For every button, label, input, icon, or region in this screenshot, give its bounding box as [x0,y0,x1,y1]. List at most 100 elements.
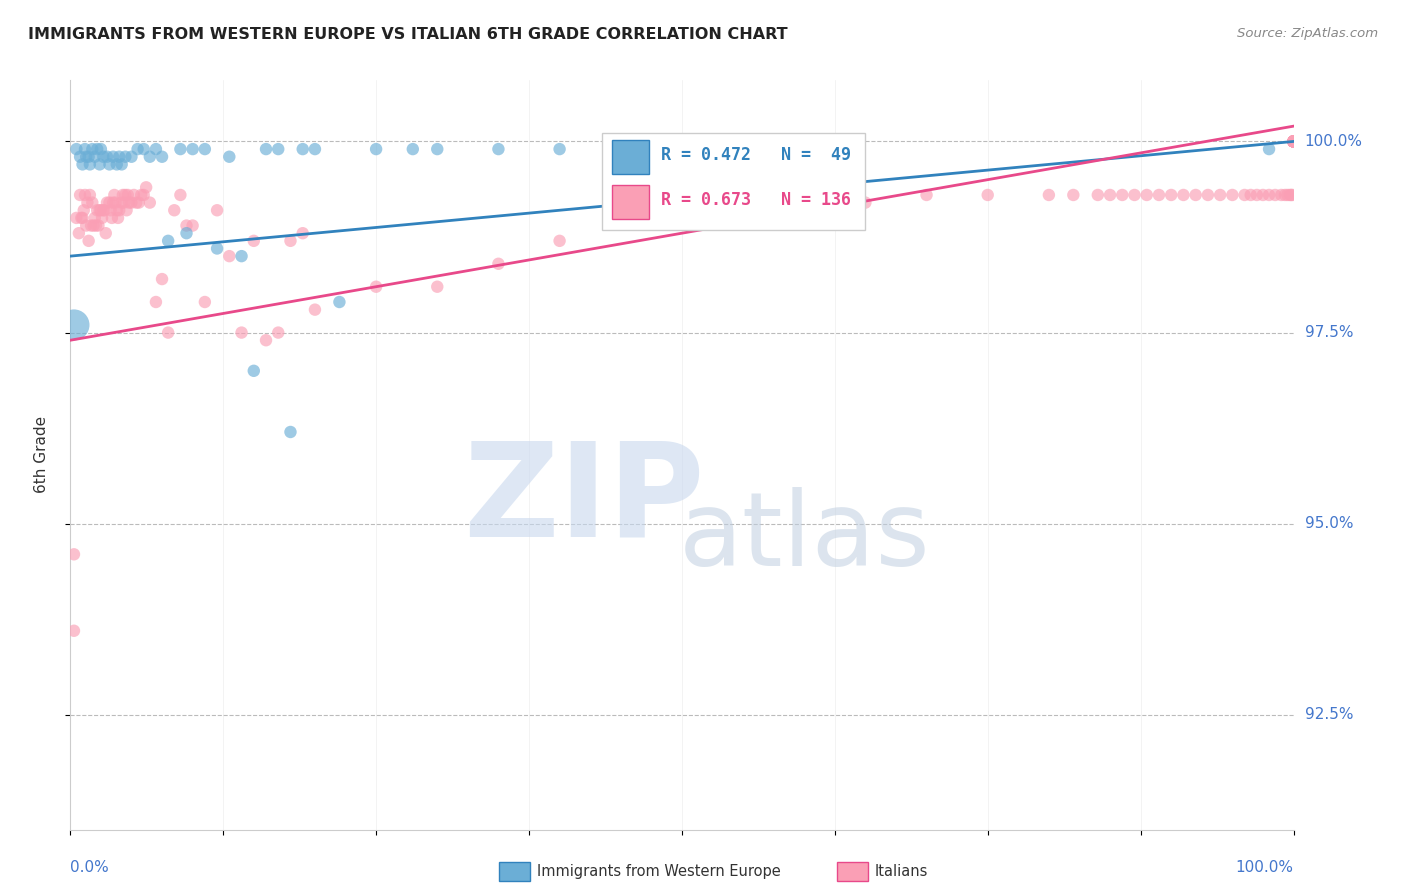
Point [103,188,125,202]
Point [70,211,93,225]
Text: 95.0%: 95.0% [1305,516,1353,532]
Point [304,142,326,156]
Point [125,195,148,210]
Point [1277,188,1299,202]
Point [548,234,571,248]
Point [1282,135,1305,149]
Point [150,150,173,164]
Point [488,142,510,156]
Point [176,226,198,240]
Point [176,219,198,233]
Point [90,142,112,156]
Point [122,188,145,202]
Text: R = 0.673   N = 136: R = 0.673 N = 136 [661,191,851,209]
Point [65,142,87,156]
Point [181,219,204,233]
Point [218,249,240,263]
Point [1282,135,1305,149]
Point [1282,135,1305,149]
Y-axis label: 6th Grade: 6th Grade [35,417,49,493]
Point [86,203,108,218]
Point [1173,188,1195,202]
Point [366,279,388,293]
Point [72,157,94,171]
Point [280,425,302,439]
Point [1282,135,1305,149]
Point [114,150,136,164]
Point [128,195,150,210]
Point [1282,135,1305,149]
Text: 0.0%: 0.0% [70,860,110,875]
Point [79,157,101,171]
Point [1282,135,1305,149]
Point [129,188,152,202]
Point [94,226,117,240]
Point [1184,188,1206,202]
Point [115,203,138,218]
Point [69,188,91,202]
Point [79,188,101,202]
Point [121,195,143,210]
Point [90,203,112,218]
Point [671,203,693,218]
Point [96,195,118,210]
Point [280,234,302,248]
Point [63,547,86,561]
Point [127,142,149,156]
FancyBboxPatch shape [602,133,866,230]
Point [111,188,134,202]
Point [139,195,162,210]
Point [1209,188,1232,202]
Point [1282,135,1305,149]
Point [73,142,96,156]
Point [135,180,157,194]
Point [132,142,155,156]
Text: 100.0%: 100.0% [1236,860,1294,875]
Text: IMMIGRANTS FROM WESTERN EUROPE VS ITALIAN 6TH GRADE CORRELATION CHART: IMMIGRANTS FROM WESTERN EUROPE VS ITALIA… [28,27,787,42]
Point [82,142,104,156]
Point [1111,188,1133,202]
Point [1282,135,1305,149]
Point [426,142,449,156]
Point [91,211,114,225]
Point [1099,188,1122,202]
Point [855,195,877,210]
Point [205,203,228,218]
Point [145,295,167,310]
Point [1282,135,1305,149]
Point [101,195,124,210]
Point [1136,188,1159,202]
Point [976,188,998,202]
Point [1282,135,1305,149]
Point [181,142,204,156]
Point [1282,135,1305,149]
Point [65,211,87,225]
Point [1087,188,1109,202]
Point [89,157,111,171]
Point [163,203,186,218]
Point [91,150,114,164]
Point [108,203,131,218]
Point [80,219,103,233]
Point [87,219,110,233]
Point [1264,188,1286,202]
Point [72,211,94,225]
Point [1282,135,1305,149]
Point [915,188,938,202]
Point [1282,135,1305,149]
Point [83,211,105,225]
Point [67,226,90,240]
Point [169,142,191,156]
Point [1197,188,1219,202]
Point [1062,188,1084,202]
Point [1282,135,1305,149]
Point [194,142,217,156]
Point [1282,135,1305,149]
Point [1220,188,1243,202]
Point [1282,135,1305,149]
Text: Immigrants from Western Europe: Immigrants from Western Europe [537,864,780,879]
Point [75,219,97,233]
Point [205,242,228,256]
Point [267,142,290,156]
Point [1258,142,1281,156]
